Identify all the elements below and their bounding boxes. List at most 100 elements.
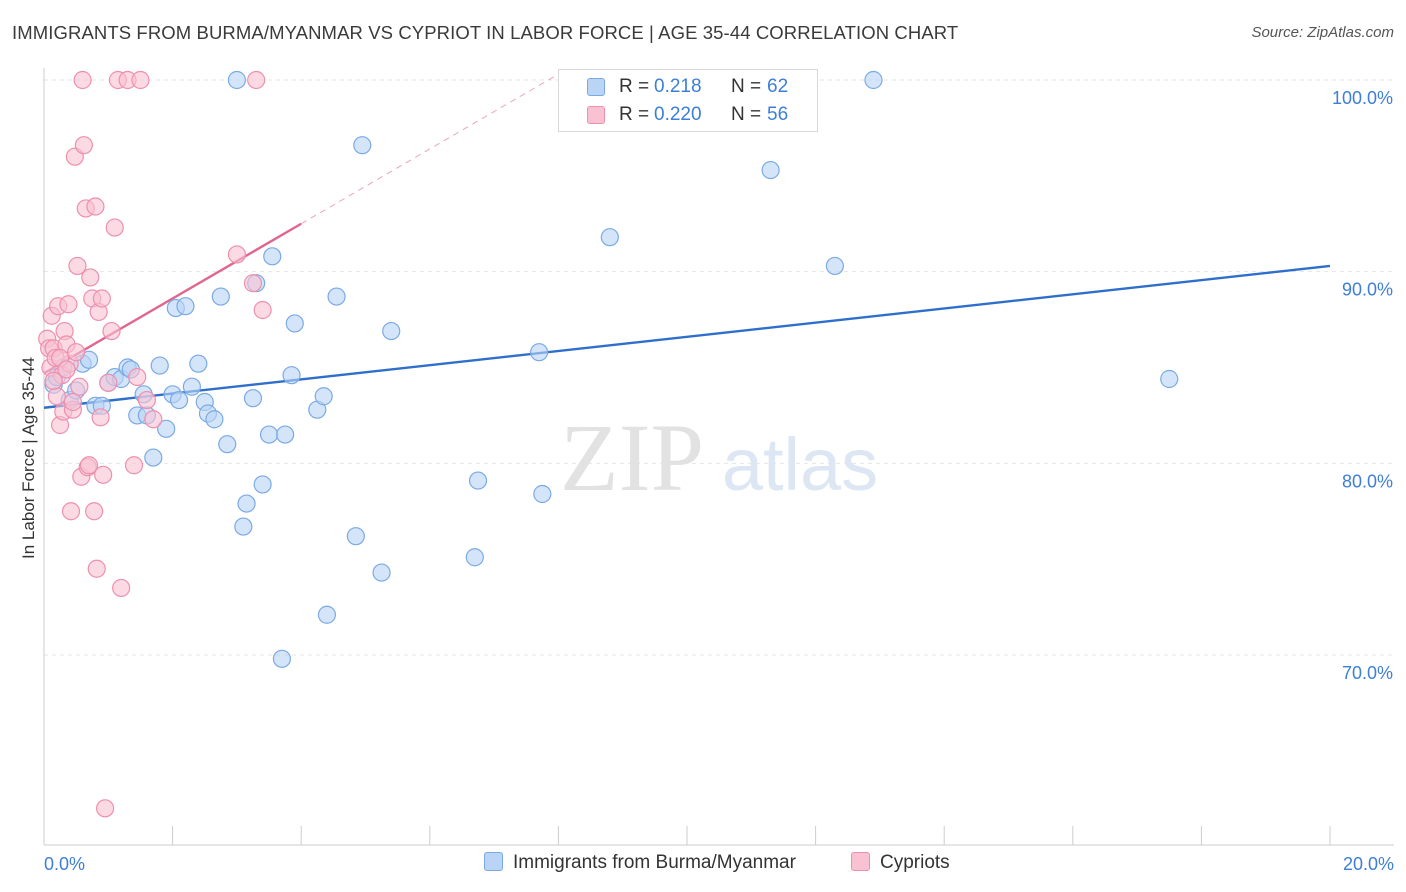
gridlines [44,79,1394,656]
point-cypriot [227,245,246,264]
point-cypriot [243,274,263,293]
legend-swatch-blue [587,78,605,96]
point-burma [465,548,484,567]
point-burma [263,247,282,266]
axes [43,68,1394,846]
point-burma [176,297,195,316]
trend-line-burma [43,264,1331,409]
trend-line-cypriot [43,222,302,375]
y-tick-label: 90.0% [1342,280,1393,300]
point-cypriot [59,295,78,314]
legend-r-label: R = [619,104,650,125]
series-legend: Immigrants from Burma/Myanmar Cypriots [0,852,1406,878]
point-cypriot [44,371,63,391]
point-burma [182,377,201,396]
legend-r-value: 0.218 [654,76,702,97]
point-burma [761,160,780,180]
point-cypriot [61,502,81,521]
x-tick-label: 0.0% [44,854,85,874]
point-cypriot [144,410,163,429]
point-cypriot [57,360,76,379]
point-cypriot [102,321,121,341]
point-burma [272,649,292,668]
point-cypriot [70,377,89,396]
series-legend-burma[interactable]: Immigrants from Burma/Myanmar [484,852,796,874]
point-burma [600,228,619,247]
point-burma [282,366,301,385]
watermark-zip: ZIP [560,404,704,511]
point-burma [253,475,272,494]
series-label-burma: Immigrants from Burma/Myanmar [513,852,796,873]
legend-n-value: 56 [767,104,789,125]
point-burma [211,287,230,306]
series-swatch-blue [484,852,503,871]
watermark: ZIP atlas [560,404,878,511]
point-cypriot [128,367,147,387]
point-cypriot [99,373,118,392]
watermark-atlas: atlas [722,423,878,506]
y-axis-label: In Labor Force | Age 35-44 [19,357,38,559]
point-burma [382,321,401,341]
legend-n-label: N = [731,104,762,125]
legend-row-burma: R = 0.218 N = 62 [559,73,817,101]
point-burma [205,410,224,429]
point-burma [864,70,883,90]
point-cypriot [95,799,115,818]
point-cypriot [74,136,93,155]
point-burma [533,484,552,504]
legend-row-cypriots: R = 0.220 N = 56 [559,101,817,129]
point-cypriot [68,256,87,276]
point-cypriot [85,502,104,521]
point-burma [285,314,304,333]
series-label-cypriots: Cypriots [880,852,950,873]
point-cypriot [73,70,92,90]
point-cypriot [137,390,156,410]
point-cypriot [94,465,113,484]
point-cypriot [91,408,110,427]
series-swatch-pink [851,852,870,871]
x-tick-label: 20.0% [1343,854,1394,874]
point-cypriot [253,300,272,320]
point-burma [189,354,208,373]
legend-r-label: R = [619,76,650,97]
point-cypriot [63,392,83,412]
point-cypriot [124,456,144,475]
tick-labels: 70.0% 80.0% 90.0% 100.0% 0.0% 20.0% [44,88,1394,874]
point-cypriot [112,578,131,598]
series-legend-cypriots[interactable]: Cypriots [851,852,950,874]
legend-swatch-pink [587,106,605,124]
data-points [38,70,1179,818]
legend-n-label: N = [731,76,762,97]
point-cypriot [79,456,99,475]
trend-line-cypriot [300,69,566,225]
point-burma [530,343,549,362]
point-burma [372,563,391,582]
point-burma [259,425,279,444]
point-burma [144,448,163,467]
point-burma [825,256,844,276]
point-cypriot [86,197,105,216]
point-burma [346,527,365,546]
point-burma [218,435,237,454]
point-cypriot [47,387,66,406]
trend-lines [43,69,1331,409]
point-burma [468,471,488,490]
point-burma [327,287,346,306]
point-cypriot [105,218,124,237]
y-tick-label: 70.0% [1342,663,1393,683]
point-burma [1160,369,1179,389]
point-cypriot [247,70,266,90]
point-burma [353,136,372,155]
point-burma [157,419,176,438]
point-cypriot [131,70,150,90]
point-burma [314,387,333,406]
point-burma [276,425,295,444]
point-burma [234,517,253,536]
point-burma [227,70,246,90]
point-cypriot [67,343,86,362]
point-cypriot [92,289,111,308]
correlation-legend: R = 0.218 N = 62 R = 0.220 N = 56 [558,69,818,132]
point-cypriot [81,268,100,287]
point-burma [169,390,189,410]
